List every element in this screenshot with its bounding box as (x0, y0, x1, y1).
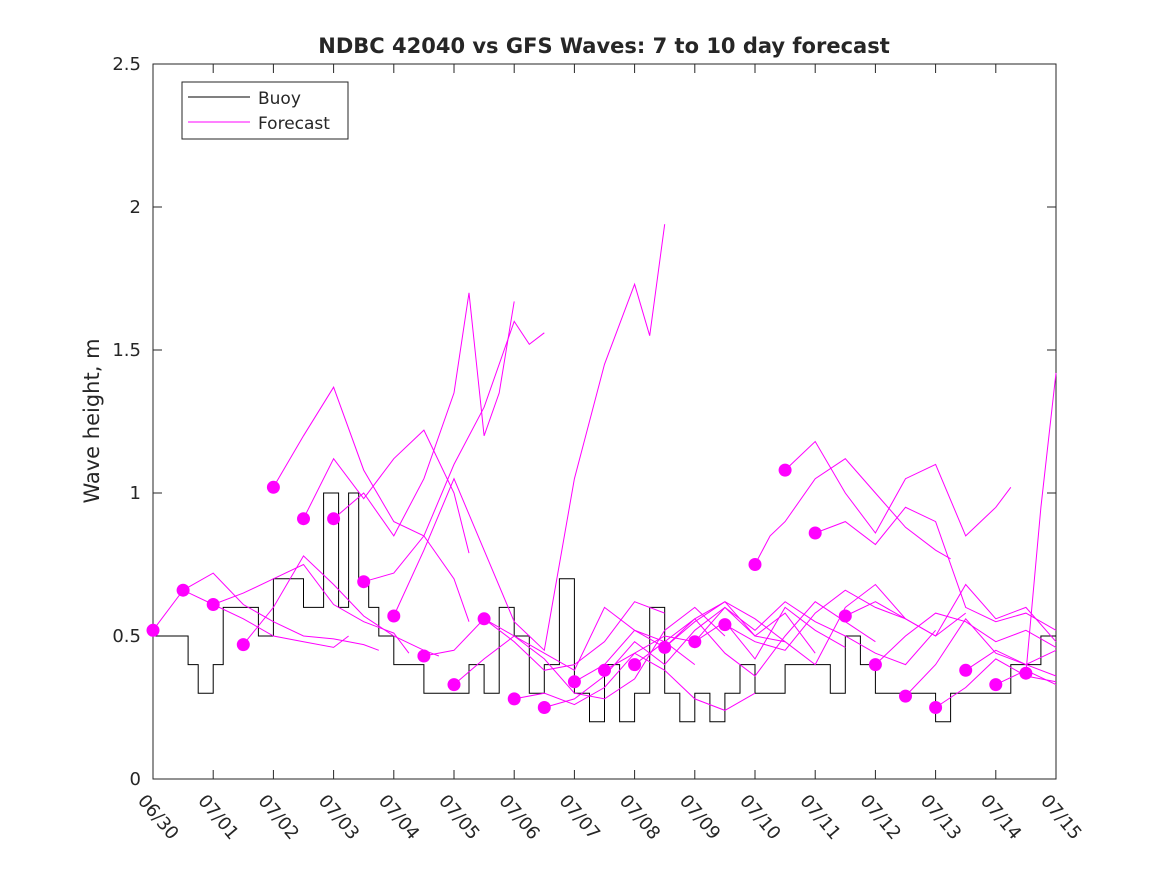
forecast-marker (176, 583, 190, 597)
y-tick-label: 0 (130, 769, 141, 790)
forecast-marker (868, 658, 882, 672)
forecast-line-6 (303, 429, 470, 554)
forecast-line-14 (544, 606, 786, 708)
forecast-marker (146, 623, 160, 637)
forecast-line-12 (483, 606, 726, 700)
forecast-line-28 (965, 649, 1057, 677)
legend-label-buoy: Buoy (258, 89, 301, 109)
forecast-line-17 (634, 601, 876, 677)
y-tick-label: 0.5 (112, 626, 141, 647)
forecast-line-8 (363, 320, 545, 583)
forecast-line-9 (393, 224, 666, 652)
forecast-marker (447, 678, 461, 692)
forecast-marker (748, 558, 762, 571)
forecast-marker (1019, 666, 1033, 680)
forecast-marker (838, 609, 852, 623)
forecast-marker (297, 512, 310, 526)
forecast-line-30 (1025, 372, 1057, 674)
forecast-marker (899, 689, 912, 703)
forecast-line-2 (182, 572, 379, 651)
forecast-line-24 (845, 583, 1057, 643)
legend-label-forecast: Forecast (258, 114, 330, 134)
forecast-marker (387, 609, 401, 623)
forecast-marker (236, 638, 250, 652)
legend: Buoy Forecast (181, 81, 349, 140)
forecast-marker (688, 635, 702, 649)
forecast-marker (206, 598, 220, 611)
forecast-marker (266, 480, 280, 494)
forecast-marker (808, 526, 822, 540)
forecast-line-22 (784, 440, 1012, 537)
forecast-marker (357, 575, 371, 589)
forecast-line-18 (664, 583, 906, 666)
y-axis-label: Wave height, m (80, 338, 104, 503)
forecast-marker (417, 649, 431, 663)
forecast-marker (989, 678, 1003, 692)
forecast-marker (718, 618, 732, 632)
forecast-marker (537, 701, 551, 714)
forecast-line-23 (815, 506, 1057, 631)
forecast-line-10 (423, 601, 665, 671)
forecast-line-11 (453, 606, 696, 685)
forecast-line-21 (754, 458, 951, 565)
forecast-line-19 (694, 601, 936, 666)
forecast-line-25 (875, 612, 1057, 665)
forecast-marker (959, 663, 973, 677)
forecast-line-26 (905, 617, 1057, 697)
y-tick-label: 1 (130, 483, 141, 504)
axes-box (152, 63, 1057, 780)
forecast-line-5 (272, 386, 470, 622)
buoy-line (153, 492, 1056, 723)
y-tick-label: 2.5 (112, 54, 141, 75)
forecast-marker (477, 612, 491, 626)
forecast-marker (327, 512, 341, 526)
chart-title: NDBC 42040 vs GFS Waves: 7 to 10 day for… (318, 34, 889, 58)
forecast-marker (929, 701, 943, 714)
forecast-marker (598, 663, 611, 677)
forecast-marker (628, 658, 642, 672)
forecast-marker (778, 463, 792, 477)
forecast-line-7 (333, 292, 515, 537)
forecast-marker (567, 675, 581, 689)
forecast-marker (658, 640, 672, 654)
forecast-line-4 (242, 555, 440, 657)
forecast-line-3 (213, 563, 410, 654)
y-tick-label: 1.5 (112, 340, 141, 361)
legend-box (181, 81, 349, 140)
forecast-line-27 (935, 658, 1057, 708)
forecast-marker (507, 692, 521, 706)
y-tick-label: 2 (130, 197, 141, 218)
